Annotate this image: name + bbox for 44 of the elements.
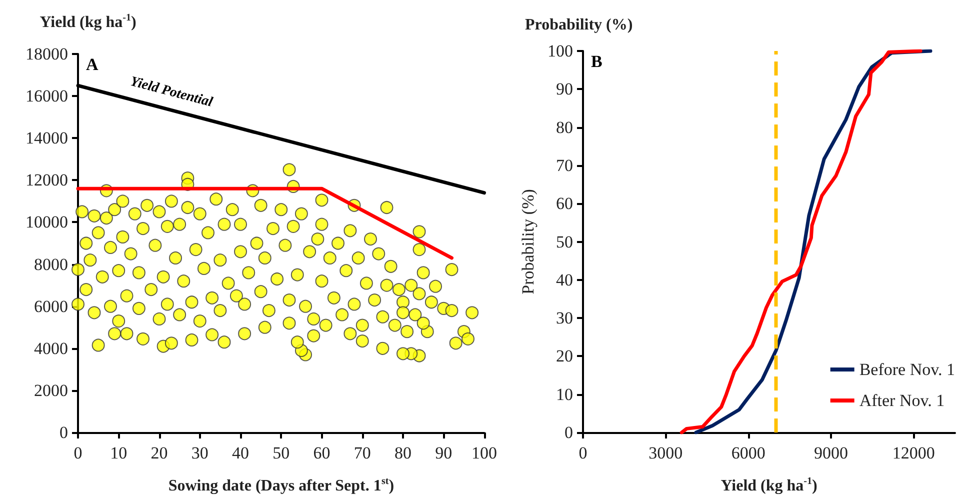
y-tick-label: 40 — [556, 270, 573, 290]
y-tick-label: 10 — [556, 384, 573, 404]
y-tick-label: 12000 — [26, 170, 68, 190]
x-tick-label: 20 — [150, 444, 168, 462]
y-tick-label: 80 — [556, 118, 573, 137]
y-tick-label: 10000 — [26, 212, 68, 232]
x-tick-label: 90 — [435, 444, 452, 462]
y-tick-label: 6000 — [34, 296, 68, 316]
y-tick-label: 30 — [556, 308, 573, 328]
x-tick-label: 9000 — [814, 444, 848, 462]
x-tick-label: 30 — [191, 444, 208, 462]
y-tick-label: 90 — [556, 80, 573, 99]
y-tick-label: 100 — [548, 42, 573, 60]
x-tick-label: 70 — [354, 444, 371, 462]
y-tick-label: 70 — [556, 156, 573, 175]
x-tick-label: 60 — [313, 444, 330, 462]
y-tick-label: 0 — [60, 423, 68, 442]
x-tick-label: 6000 — [731, 444, 766, 462]
y-tick-label: 16000 — [26, 86, 68, 106]
x-tick-label: 50 — [272, 444, 290, 462]
x-tick-label: 3000 — [648, 444, 683, 462]
x-tick-label: 12000 — [892, 444, 935, 462]
legend-label: Before Nov. 1 — [859, 360, 956, 379]
x-tick-label: 80 — [394, 444, 412, 462]
y-tick-label: 0 — [564, 423, 573, 442]
y-tick-label: 50 — [556, 232, 573, 252]
y-tick-label: 14000 — [26, 128, 68, 148]
x-tick-label: 40 — [232, 444, 249, 462]
x-tick-label: 0 — [74, 444, 82, 462]
chart-title: Probability (%) — [525, 16, 633, 34]
y-tick-label: 8000 — [34, 254, 68, 274]
legend-label: After Nov. 1 — [859, 391, 945, 410]
y-tick-label: 18000 — [26, 44, 68, 64]
y-tick-label: 60 — [556, 194, 573, 214]
x-tick-label: 0 — [578, 444, 588, 462]
y-axis-title: Probability (%) — [518, 189, 538, 294]
y-tick-label: 20 — [556, 346, 573, 366]
y-tick-label: 4000 — [34, 338, 68, 358]
x-tick-label: 100 — [472, 444, 497, 462]
x-tick-label: 10 — [110, 444, 128, 462]
text: Yield Potential — [128, 74, 214, 110]
annotation: B — [591, 52, 602, 71]
y-tick-label: 2000 — [34, 380, 68, 400]
annotation: A — [86, 55, 99, 74]
